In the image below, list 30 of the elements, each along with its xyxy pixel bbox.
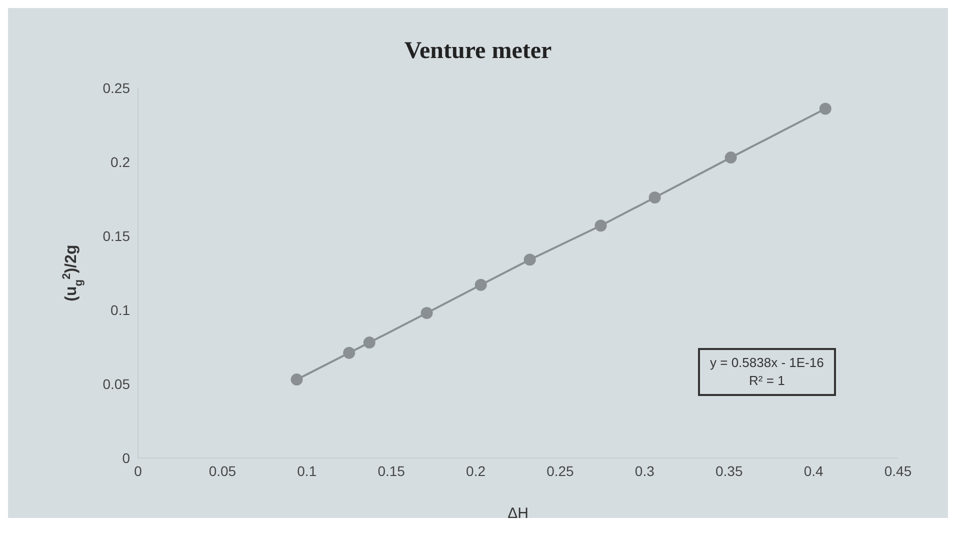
point bbox=[524, 254, 536, 266]
x-tick-label: 0.3 bbox=[634, 462, 655, 479]
point bbox=[290, 374, 303, 386]
point bbox=[343, 346, 356, 359]
x-tick-label: 0.35 bbox=[715, 462, 743, 479]
x-axis-title: ΔH bbox=[508, 505, 528, 522]
y-tick-label: 0.05 bbox=[102, 376, 130, 392]
point bbox=[819, 102, 832, 115]
x-tick-label: 0.15 bbox=[378, 462, 406, 479]
annotation: y = 0.5838x - 1E-16 bbox=[710, 354, 824, 372]
point bbox=[724, 152, 737, 164]
x-tick-label: 0.05 bbox=[208, 462, 236, 479]
y-tick-label: 0.15 bbox=[102, 228, 130, 244]
x-tick-label: 0.25 bbox=[546, 462, 574, 479]
x-tick-label: 0.2 bbox=[466, 462, 486, 479]
y-tick-label: 0.25 bbox=[102, 80, 130, 96]
y-tick-label: 0.2 bbox=[110, 154, 130, 170]
x-tick-label: 0 bbox=[134, 462, 142, 479]
x-tick-label: 0.45 bbox=[884, 462, 912, 479]
point bbox=[474, 278, 487, 291]
point bbox=[420, 306, 433, 319]
point bbox=[648, 192, 661, 204]
y-tick-label: 0.1 bbox=[110, 302, 130, 318]
point bbox=[594, 220, 607, 232]
annotation: R² = 1 bbox=[748, 372, 786, 390]
point bbox=[363, 336, 376, 349]
y-tick-label: 0 bbox=[122, 450, 130, 466]
x-tick-label: 0.4 bbox=[804, 462, 824, 479]
x-tick-label: 0.1 bbox=[297, 462, 317, 479]
chart-title: Venture meter bbox=[403, 38, 553, 65]
